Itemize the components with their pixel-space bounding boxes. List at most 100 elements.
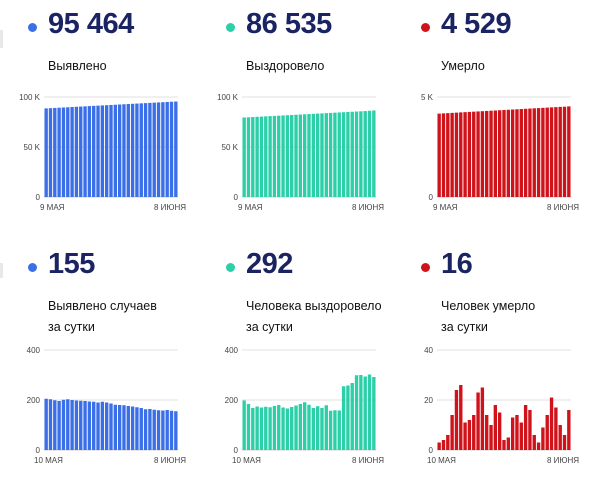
bar <box>246 404 251 450</box>
bar <box>337 112 341 197</box>
bar <box>554 407 558 450</box>
label-line: Человека выздоровело <box>246 299 382 313</box>
bar <box>83 401 87 450</box>
bar <box>96 402 100 450</box>
bar <box>277 405 281 450</box>
deaths-daily-chart: 0 20 40 10 МАЯ 8 ИЮНЯ <box>424 346 579 465</box>
bar <box>139 408 143 450</box>
detected-daily-panel: 155 Выявлено случаев за сутки 0 200 400 10 МАЯ… <box>0 240 195 480</box>
bar <box>485 415 489 450</box>
x-end-label: 8 ИЮНЯ <box>547 456 579 465</box>
bar <box>109 104 113 197</box>
bar <box>562 106 567 197</box>
bar <box>515 109 519 197</box>
bar <box>333 112 337 197</box>
bar <box>532 435 536 450</box>
bar <box>454 112 459 197</box>
bar <box>242 117 246 197</box>
y-tick-label: 0 <box>36 446 41 455</box>
y-tick-label: 100 K <box>19 93 41 102</box>
x-start-label: 9 МАЯ <box>433 203 458 212</box>
deaths-daily-label: Человек умерло за сутки <box>441 296 535 338</box>
deaths-total-label: Умерло <box>441 56 485 77</box>
bar <box>523 405 528 450</box>
label-line: за сутки <box>441 320 488 334</box>
bar <box>109 403 113 450</box>
bar <box>467 420 472 450</box>
bar <box>523 108 528 197</box>
bar <box>161 102 165 197</box>
deaths-daily-value: 16 <box>441 248 473 280</box>
bar <box>328 112 333 197</box>
bar <box>311 113 316 197</box>
bar <box>92 401 96 450</box>
bar <box>135 407 139 450</box>
bar <box>259 116 264 197</box>
deaths-daily-panel: 16 Человек умерло за сутки 0 20 40 10 МАЯ 8 ИЮН… <box>393 240 588 480</box>
bar <box>463 422 467 450</box>
bar <box>242 400 246 450</box>
x-end-label: 8 ИЮНЯ <box>154 203 186 212</box>
bar <box>485 110 489 197</box>
bar <box>255 116 259 197</box>
bar <box>497 412 502 450</box>
bar <box>126 104 130 197</box>
bar <box>472 415 476 450</box>
detected-total-value: 95 464 <box>48 8 134 40</box>
bar <box>74 106 79 197</box>
bar <box>536 108 541 197</box>
bar <box>320 113 324 197</box>
bar <box>372 377 376 450</box>
recovered-daily-value: 292 <box>246 248 293 280</box>
legend-dot <box>421 263 430 272</box>
bar <box>441 113 446 197</box>
bar <box>549 107 554 197</box>
y-tick-label: 50 K <box>222 143 239 152</box>
x-end-label: 8 ИЮНЯ <box>352 456 384 465</box>
x-start-label: 9 МАЯ <box>40 203 65 212</box>
x-end-label: 8 ИЮНЯ <box>547 203 579 212</box>
bar <box>255 406 259 450</box>
bar <box>246 117 251 197</box>
y-tick-label: 20 <box>424 396 433 405</box>
bar <box>251 117 255 197</box>
bar <box>324 405 328 450</box>
bar <box>454 390 459 450</box>
recovered-total-panel: 86 535 Выздоровело 0 50 K 100 K 9 МАЯ 8 ИЮНЯ <box>198 0 393 240</box>
bar <box>446 435 450 450</box>
legend-dot <box>28 23 37 32</box>
recovered-total-label: Выздоровело <box>246 56 324 77</box>
bar <box>70 400 74 450</box>
bar <box>53 107 57 197</box>
bar <box>558 425 562 450</box>
bar <box>441 440 446 450</box>
bar <box>359 375 363 450</box>
bar <box>100 105 105 197</box>
bar <box>122 405 126 450</box>
bar <box>174 411 178 450</box>
bar <box>152 102 156 197</box>
bar <box>367 110 372 197</box>
bar <box>459 112 463 197</box>
bar <box>315 406 320 450</box>
bar <box>48 108 53 197</box>
bar <box>165 410 169 450</box>
bar <box>117 405 122 450</box>
bar <box>139 103 143 197</box>
bar <box>113 104 118 197</box>
bar <box>463 112 467 197</box>
bar <box>113 404 118 450</box>
bar <box>83 106 87 197</box>
bar <box>74 400 79 450</box>
bar <box>311 408 316 450</box>
bar <box>437 442 441 450</box>
bar <box>92 105 96 197</box>
bar <box>130 103 135 197</box>
left-edge-mark <box>0 263 3 278</box>
bar <box>359 111 363 197</box>
legend-dot <box>28 263 37 272</box>
label-line: Человек умерло <box>441 299 536 313</box>
bar <box>354 375 359 450</box>
bar <box>272 115 277 197</box>
bar <box>506 109 511 197</box>
